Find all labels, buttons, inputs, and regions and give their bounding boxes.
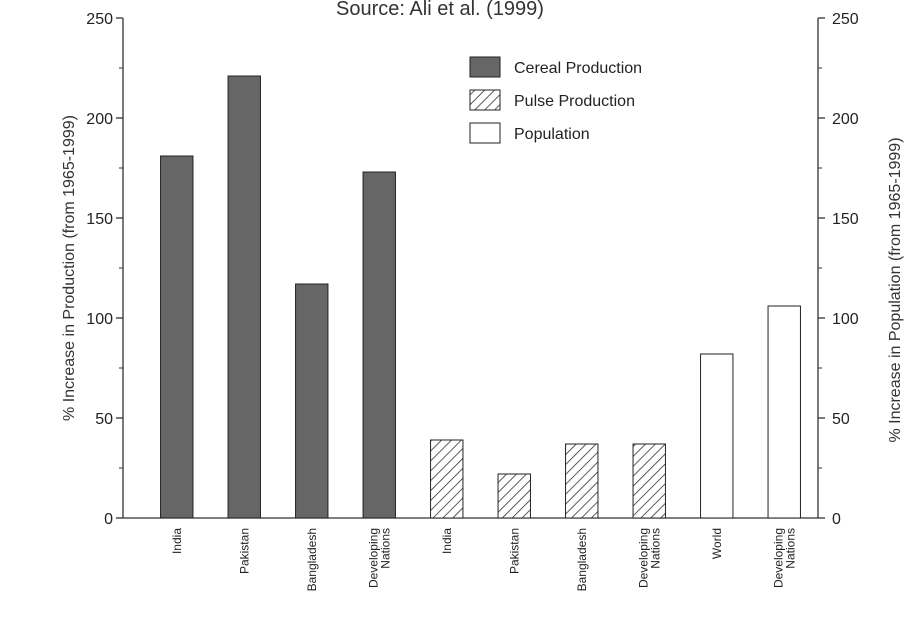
bar [160,155,194,519]
bar [295,283,329,519]
x-category-label-line: Developing [366,528,380,588]
y-axis-title-left: % Increase in Production (from 1965-1999… [61,115,78,421]
x-category-label-line: Nations [783,528,797,569]
legend-label: Pulse Production [514,93,635,110]
x-category-label-line: Bangladesh [305,528,319,591]
x-category-label-line: Nations [378,528,392,569]
x-category-label-line: Nations [648,528,662,569]
x-category-label-line: Developing [636,528,650,588]
chart-title: Source: Ali et al. (1999) [336,0,544,20]
y-tick-label-left: 50 [95,411,113,428]
y-tick-label-right: 150 [832,211,859,228]
y-tick-label-right: 200 [832,111,859,128]
x-category-label: India [440,528,454,554]
x-category-label-line: India [170,528,184,554]
y-tick-label-left: 250 [86,11,113,28]
y-tick-label-right: 50 [832,411,850,428]
x-category-label: Pakistan [507,528,521,574]
legend-swatch [469,56,501,78]
bar [565,443,599,519]
x-category-label: Bangladesh [575,528,589,591]
y-tick-label-left: 100 [86,311,113,328]
y-tick-label-left: 0 [104,511,113,528]
legend-label: Population [514,126,590,143]
bar [767,305,801,519]
bar [430,439,464,519]
x-category-label-line: India [440,528,454,554]
legend-swatch [469,89,501,111]
bar [497,473,531,519]
x-category-label-line: World [710,528,724,559]
legend-swatch [469,122,501,144]
bar [362,171,396,519]
y-tick-label-left: 150 [86,211,113,228]
legend-label: Cereal Production [514,60,642,77]
y-axis-title-right: % Increase in Population (from 1965-1999… [887,137,904,442]
x-category-label: World [710,528,724,559]
y-tick-label-right: 250 [832,11,859,28]
x-category-label: Pakistan [237,528,251,574]
bar [227,75,261,519]
legend: Cereal Production Pulse Production Populat… [469,56,642,144]
x-category-label: Bangladesh [305,528,319,591]
x-category-label: India [170,528,184,554]
bar [632,443,666,519]
x-category-label-line: Developing [771,528,785,588]
x-category-label-line: Pakistan [237,528,251,574]
bar [700,353,734,519]
y-tick-label-left: 200 [86,111,113,128]
y-tick-label-right: 0 [832,511,841,528]
x-category-label-line: Pakistan [507,528,521,574]
y-tick-label-right: 100 [832,311,859,328]
x-category-label-line: Bangladesh [575,528,589,591]
